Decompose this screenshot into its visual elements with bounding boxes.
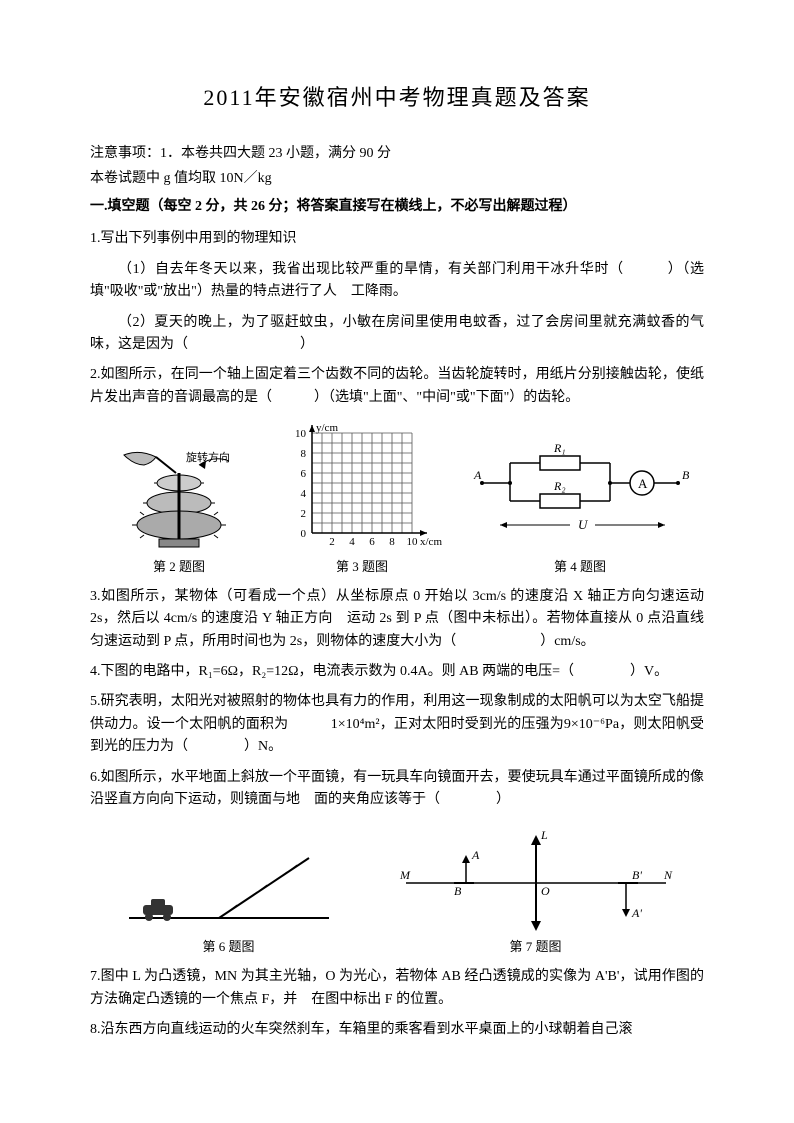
figure-2: 旋转方向 第 2 题图 [104, 443, 254, 578]
figure-4-caption: 第 4 题图 [554, 557, 606, 578]
notice-line-1: 注意事项：1．本卷共四大题 23 小题，满分 90 分 [90, 143, 704, 165]
question-1-head: 1.写出下列事例中用到的物理知识 [90, 228, 704, 250]
figure-7: M N L O A B A' B' 第 7 题图 [396, 823, 676, 958]
xtick-8: 8 [389, 536, 395, 548]
u-label: U [578, 517, 589, 532]
figure-row-67: 第 6 题图 M N L O A B A' B' [90, 823, 704, 958]
question-1b: （2）夏天的晚上，为了驱赶蚊虫，小敏在房间里使用电蚊香，过了会房间里就充满蚊香的… [90, 312, 704, 357]
l-label: L [540, 828, 548, 842]
bp-label: B' [632, 868, 642, 882]
xtick-10: 10 [407, 536, 419, 548]
ylabel: y/cm [316, 423, 338, 434]
ytick-2: 2 [301, 508, 307, 520]
mirror-car-icon [119, 843, 339, 933]
question-8: 8.沿东西方向直线运动的火车突然刹车，车箱里的乘客看到水平桌面上的小球朝着自己滚 [90, 1019, 704, 1041]
circuit-icon: A R₁ R₂ A B [470, 443, 690, 553]
figure-6: 第 6 题图 [119, 843, 339, 958]
page-title: 2011年安徽宿州中考物理真题及答案 [90, 80, 704, 115]
section-1-heading: 一.填空题（每空 2 分，共 26 分；将答案直接写在横线上，不必写出解题过程） [90, 196, 704, 218]
n-label: N [663, 868, 673, 882]
ammeter-label: A [638, 476, 648, 491]
r1-label: R₁ [553, 443, 566, 455]
lens-diagram-icon: M N L O A B A' B' [396, 823, 676, 933]
xtick-6: 6 [369, 536, 375, 548]
question-2: 2.如图所示，在同一个轴上固定着三个齿数不同的齿轮。当齿轮旋转时，用纸片分别接触… [90, 364, 704, 409]
rotation-label: 旋转方向 [186, 450, 230, 464]
figure-3-caption: 第 3 题图 [336, 557, 388, 578]
figure-3: y/cm x/cm 0 2 4 6 8 10 2 4 6 8 10 第 3 题图 [282, 423, 442, 578]
m-label: M [399, 868, 411, 882]
gears-icon: 旋转方向 [104, 443, 254, 553]
question-1a: （1）自去年冬天以来，我省出现比较严重的旱情，有关部门利用干冰升华时（ ）（选填… [90, 259, 704, 304]
question-4: 4.下图的电路中，R₁=6Ω，R₂=12Ω，电流表示数为 0.4A。则 AB 两… [90, 661, 704, 683]
b-label: B [454, 884, 462, 898]
question-5: 5.研究表明，太阳光对被照射的物体也具有力的作用，利用这一现象制成的太阳帆可以为… [90, 691, 704, 758]
figure-row-234: 旋转方向 第 2 题图 [90, 423, 704, 578]
figure-4: A R₁ R₂ A B [470, 443, 690, 578]
xtick-2: 2 [329, 536, 335, 548]
ytick-8: 8 [301, 448, 307, 460]
notice-line-2: 本卷试题中 g 值均取 10N／kg [90, 168, 704, 190]
ap-label: A' [631, 906, 642, 920]
figure-2-caption: 第 2 题图 [153, 557, 205, 578]
question-3: 3.如图所示，某物体（可看成一个点）从坐标原点 0 开始以 3cm/s 的速度沿… [90, 586, 704, 653]
figure-6-caption: 第 6 题图 [202, 937, 254, 958]
ytick-4: 4 [301, 488, 307, 500]
a-label: A [471, 848, 480, 862]
xlabel: x/cm [420, 536, 442, 548]
r2-label: R₂ [553, 479, 566, 493]
node-b: B [682, 468, 690, 482]
question-7: 7.图中 L 为凸透镜，MN 为其主光轴，O 为光心，若物体 AB 经凸透镜成的… [90, 966, 704, 1011]
xtick-4: 4 [349, 536, 355, 548]
ytick-6: 6 [301, 468, 307, 480]
node-a: A [473, 468, 482, 482]
figure-7-caption: 第 7 题图 [509, 937, 561, 958]
question-6: 6.如图所示，水平地面上斜放一个平面镜，有一玩具车向镜面开去，要使玩具车通过平面… [90, 767, 704, 812]
origin-label: 0 [301, 528, 307, 540]
ytick-10: 10 [295, 428, 307, 440]
grid-chart-icon: y/cm x/cm 0 2 4 6 8 10 2 4 6 8 10 [282, 423, 442, 553]
o-label: O [541, 884, 550, 898]
